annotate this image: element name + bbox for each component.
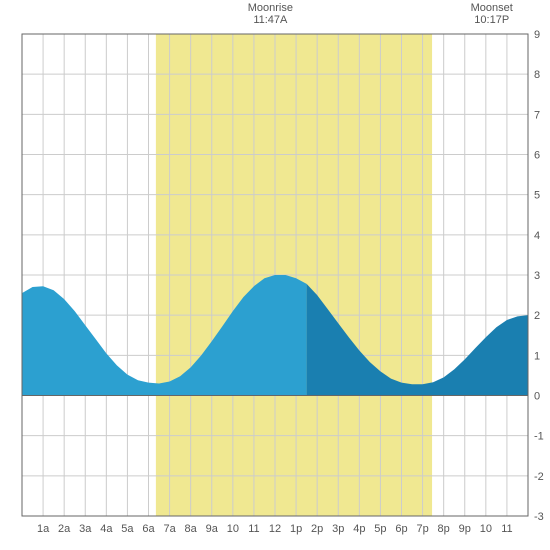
svg-text:10: 10 [227,523,239,535]
svg-text:1a: 1a [37,523,50,535]
svg-text:11: 11 [248,523,259,535]
moonset-time: 10:17P [462,14,522,26]
svg-text:5a: 5a [121,523,134,535]
svg-text:5: 5 [534,190,540,202]
svg-text:1p: 1p [290,523,302,535]
svg-text:4p: 4p [353,523,365,535]
moonrise-time: 11:47A [240,14,300,26]
svg-text:2a: 2a [58,523,71,535]
moonset-label: Moonset 10:17P [462,2,522,26]
svg-text:5p: 5p [374,523,386,535]
svg-text:2: 2 [534,310,540,322]
svg-text:1: 1 [534,350,540,362]
svg-text:7a: 7a [163,523,176,535]
svg-text:-2: -2 [534,471,544,483]
svg-text:9a: 9a [206,523,219,535]
svg-text:6: 6 [534,150,540,162]
svg-text:9: 9 [534,29,540,41]
svg-text:7p: 7p [416,523,428,535]
svg-text:8p: 8p [438,523,450,535]
svg-text:3a: 3a [79,523,92,535]
moonrise-caption: Moonrise [240,2,300,14]
svg-text:4a: 4a [100,523,113,535]
svg-text:0: 0 [534,391,540,403]
svg-text:12: 12 [269,523,281,535]
tide-chart: -3-2-101234567891a2a3a4a5a6a7a8a9a101112… [0,0,550,550]
svg-text:2p: 2p [311,523,323,535]
svg-text:7: 7 [534,109,540,121]
svg-text:-1: -1 [534,431,544,443]
svg-text:10: 10 [480,523,492,535]
svg-text:11: 11 [501,523,512,535]
moonrise-label: Moonrise 11:47A [240,2,300,26]
svg-text:6a: 6a [142,523,155,535]
svg-text:6p: 6p [395,523,407,535]
svg-text:9p: 9p [459,523,471,535]
svg-text:8: 8 [534,69,540,81]
svg-text:-3: -3 [534,511,544,523]
svg-text:3p: 3p [332,523,344,535]
chart-svg: -3-2-101234567891a2a3a4a5a6a7a8a9a101112… [0,0,550,550]
svg-text:4: 4 [534,230,540,242]
svg-text:3: 3 [534,270,540,282]
svg-text:8a: 8a [185,523,198,535]
moonset-caption: Moonset [462,2,522,14]
